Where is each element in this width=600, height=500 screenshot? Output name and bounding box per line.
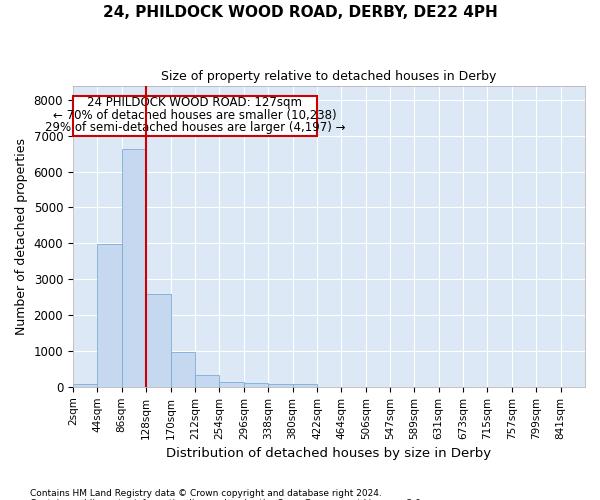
Bar [146, 294, 170, 387]
Bar [73, 384, 97, 387]
Text: ← 70% of detached houses are smaller (10,238): ← 70% of detached houses are smaller (10… [53, 108, 337, 122]
Text: 29% of semi-detached houses are larger (4,197) →: 29% of semi-detached houses are larger (… [45, 121, 345, 134]
Text: 24 PHILDOCK WOOD ROAD: 127sqm: 24 PHILDOCK WOOD ROAD: 127sqm [88, 96, 302, 109]
Text: 24, PHILDOCK WOOD ROAD, DERBY, DE22 4PH: 24, PHILDOCK WOOD ROAD, DERBY, DE22 4PH [103, 5, 497, 20]
Bar [195, 376, 220, 387]
Text: Contains public sector information licensed under the Open Government Licence v3: Contains public sector information licen… [30, 498, 424, 500]
Bar [73, 96, 317, 136]
Bar [268, 384, 293, 387]
Bar [122, 150, 146, 387]
Y-axis label: Number of detached properties: Number of detached properties [15, 138, 28, 334]
Bar [170, 352, 195, 387]
Bar [293, 384, 317, 387]
Bar [97, 244, 122, 387]
Text: Contains HM Land Registry data © Crown copyright and database right 2024.: Contains HM Land Registry data © Crown c… [30, 488, 382, 498]
Title: Size of property relative to detached houses in Derby: Size of property relative to detached ho… [161, 70, 497, 83]
Bar [244, 382, 268, 387]
X-axis label: Distribution of detached houses by size in Derby: Distribution of detached houses by size … [166, 447, 491, 460]
Bar [220, 382, 244, 387]
